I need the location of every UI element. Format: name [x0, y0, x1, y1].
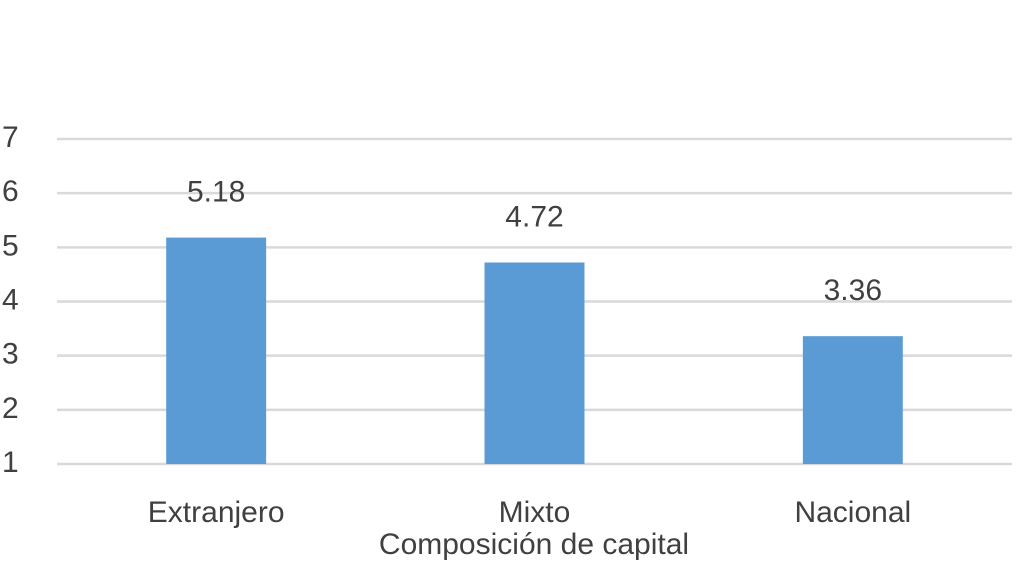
- bar: [802, 336, 903, 464]
- bar: [484, 262, 585, 464]
- data-label: 4.72: [505, 200, 563, 233]
- y-tick-label: 2: [2, 392, 19, 425]
- x-axis-title: Composición de capital: [379, 528, 689, 561]
- x-tick-label: Mixto: [499, 496, 571, 529]
- data-label: 3.36: [824, 274, 882, 307]
- y-tick-label: 7: [2, 121, 19, 154]
- data-label: 5.18: [187, 176, 245, 209]
- y-tick-label: 6: [2, 175, 19, 208]
- y-tick-label: 5: [2, 229, 19, 262]
- bar: [166, 237, 267, 464]
- y-tick-label: 1: [2, 446, 19, 479]
- y-tick-label: 3: [2, 338, 19, 371]
- x-tick-label: Nacional: [794, 496, 911, 529]
- x-tick-label: Extranjero: [148, 496, 285, 529]
- y-tick-label: 4: [2, 283, 19, 316]
